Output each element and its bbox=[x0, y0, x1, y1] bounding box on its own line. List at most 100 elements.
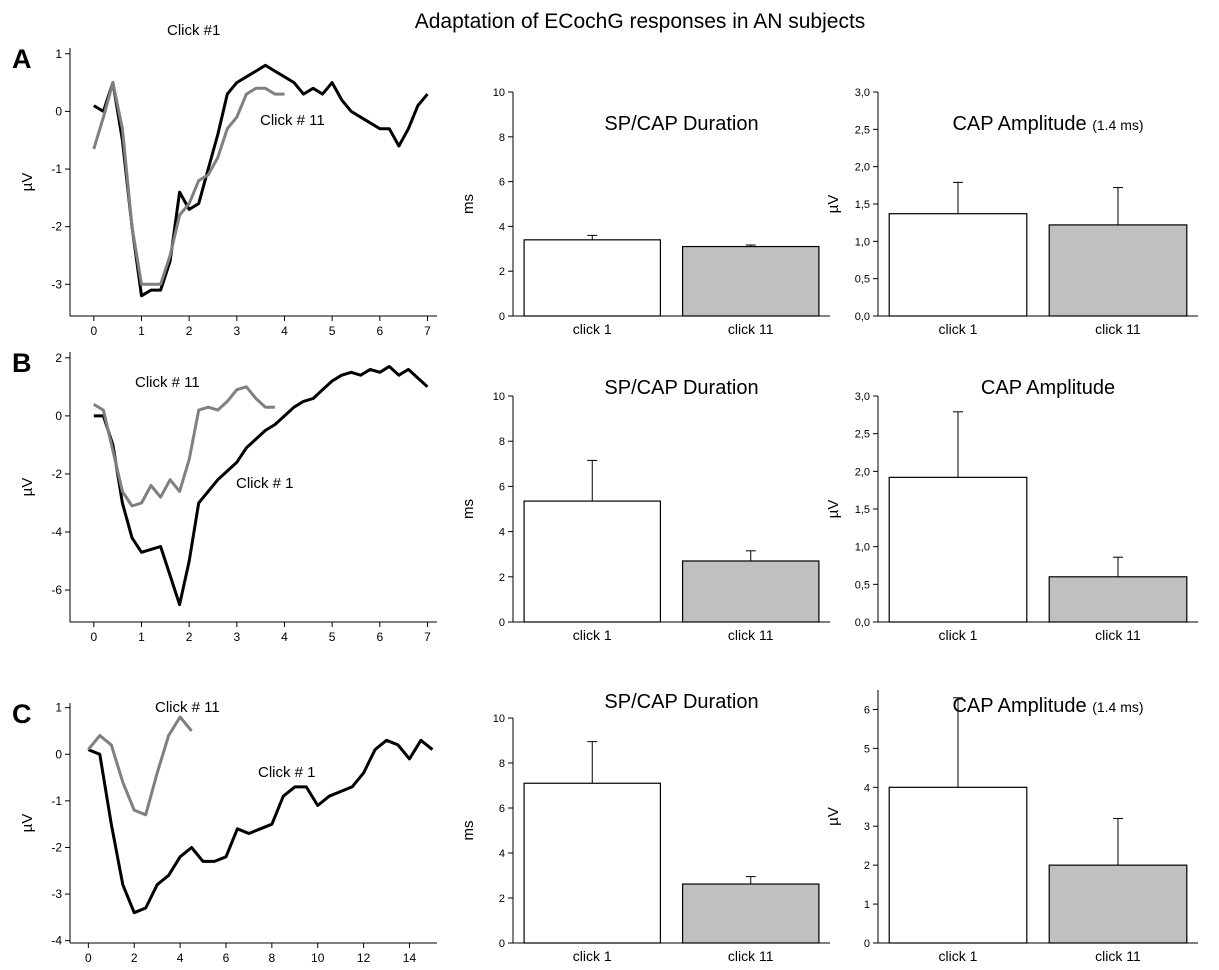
x-tick-label: click 1 bbox=[573, 627, 612, 643]
chart-title: SP/CAP Duration bbox=[604, 377, 758, 399]
series-line bbox=[87, 715, 193, 817]
x-tick-label: 7 bbox=[424, 630, 431, 644]
series-line bbox=[93, 63, 429, 298]
x-tick-label: click 1 bbox=[939, 627, 978, 643]
y-tick-label: 2,5 bbox=[855, 429, 870, 441]
y-tick-label: -6 bbox=[51, 583, 62, 597]
y-tick-label: 4 bbox=[499, 527, 505, 539]
y-axis-label: µV bbox=[19, 173, 36, 192]
y-tick-label: 10 bbox=[493, 87, 505, 99]
title-text: CAP Amplitude bbox=[952, 695, 1086, 717]
panel-letter: B bbox=[12, 348, 32, 378]
y-tick-label: 0 bbox=[55, 409, 62, 423]
x-tick-label: 6 bbox=[376, 324, 383, 338]
y-tick-label: 0 bbox=[55, 104, 62, 118]
panel: -3 -2 -1 0 1 µV A 0 1 2 3 4 5 6 7 Click #1 Click # 11 bbox=[12, 22, 437, 338]
x-tick-label: 7 bbox=[424, 324, 431, 338]
x-tick-label: click 11 bbox=[728, 948, 774, 964]
x-tick-label: click 1 bbox=[573, 948, 612, 964]
series-label: Click # 11 bbox=[155, 699, 220, 716]
y-tick-label: 2,0 bbox=[855, 466, 870, 478]
x-tick-label: click 1 bbox=[939, 321, 978, 337]
y-tick-label: -4 bbox=[51, 525, 62, 539]
panel: 0,0 0,5 1,0 1,5 2,0 2,5 3,0 µV CAP Amplitude (1.… bbox=[825, 87, 1198, 337]
y-axis-label: ms bbox=[460, 821, 477, 841]
bar bbox=[523, 782, 662, 944]
x-tick-label: 0 bbox=[90, 630, 97, 644]
title-text: CAP Amplitude bbox=[981, 377, 1115, 399]
title-text: SP/CAP Duration bbox=[604, 377, 758, 399]
y-tick-label: 4 bbox=[864, 782, 870, 794]
y-tick-label: 2 bbox=[499, 266, 505, 278]
y-tick-label: 0,0 bbox=[855, 311, 870, 323]
chart-title: SP/CAP Duration bbox=[604, 113, 758, 135]
x-tick-label: 14 bbox=[403, 951, 417, 965]
y-tick-label: -2 bbox=[51, 467, 62, 481]
title-note: (1.4 ms) bbox=[1092, 699, 1143, 715]
y-tick-label: 4 bbox=[499, 848, 505, 860]
y-tick-label: 3,0 bbox=[855, 87, 870, 99]
y-tick-label: 1,5 bbox=[855, 504, 870, 516]
y-tick-label: -3 bbox=[51, 887, 62, 901]
y-axis-label: µV bbox=[825, 807, 842, 826]
y-axis-label: ms bbox=[460, 499, 477, 519]
bar bbox=[888, 786, 1028, 944]
bar bbox=[1048, 576, 1188, 623]
y-axis-label: µV bbox=[825, 500, 842, 519]
y-tick-label: 2,5 bbox=[855, 124, 870, 136]
y-tick-label: 8 bbox=[499, 436, 505, 448]
x-tick-label: click 1 bbox=[939, 948, 978, 964]
x-tick-label: 1 bbox=[138, 324, 145, 338]
series-line bbox=[87, 738, 434, 915]
bar bbox=[681, 245, 820, 317]
series-label: Click # 11 bbox=[135, 374, 200, 391]
y-tick-label: 2,0 bbox=[855, 162, 870, 174]
x-tick-label: 12 bbox=[357, 951, 371, 965]
chart-title: CAP Amplitude bbox=[981, 377, 1115, 399]
panel: 0,0 0,5 1,0 1,5 2,0 2,5 3,0 µV CAP Amplitude clic… bbox=[825, 377, 1198, 643]
y-tick-label: 4 bbox=[499, 221, 505, 233]
chart-title: CAP Amplitude (1.4 ms) bbox=[952, 695, 1143, 717]
figure-title: Adaptation of ECochG responses in AN sub… bbox=[415, 10, 866, 33]
bar bbox=[1048, 224, 1188, 317]
y-tick-label: 6 bbox=[499, 481, 505, 493]
y-axis-label: µV bbox=[19, 478, 36, 497]
bar bbox=[681, 560, 820, 623]
x-tick-label: click 1 bbox=[573, 321, 612, 337]
y-tick-label: 1,0 bbox=[855, 236, 870, 248]
bar bbox=[888, 213, 1028, 317]
y-tick-label: -2 bbox=[51, 840, 62, 854]
y-tick-label: 1 bbox=[55, 47, 62, 61]
y-tick-label: 0 bbox=[499, 617, 505, 629]
x-tick-label: 8 bbox=[269, 951, 276, 965]
y-tick-label: -1 bbox=[51, 162, 62, 176]
y-tick-label: 2 bbox=[55, 351, 62, 365]
x-tick-label: 3 bbox=[233, 324, 240, 338]
title-note: (1.4 ms) bbox=[1092, 117, 1143, 133]
y-tick-label: 1 bbox=[55, 701, 62, 715]
series-line bbox=[92, 81, 285, 286]
x-tick-label: click 11 bbox=[728, 627, 774, 643]
x-tick-label: 4 bbox=[177, 951, 184, 965]
chart-title: SP/CAP Duration bbox=[604, 691, 758, 713]
panel: 0 2 4 6 8 10 ms SP/CAP Duration click 1 click 11 bbox=[460, 377, 830, 643]
y-tick-label: 0 bbox=[499, 311, 505, 323]
x-tick-label: 0 bbox=[90, 324, 97, 338]
y-tick-label: 10 bbox=[493, 391, 505, 403]
x-tick-label: 2 bbox=[131, 951, 138, 965]
panel-letter: A bbox=[12, 44, 32, 74]
y-tick-label: 1,5 bbox=[855, 199, 870, 211]
y-tick-label: 6 bbox=[499, 177, 505, 189]
y-tick-label: 2 bbox=[864, 860, 870, 872]
x-tick-label: click 11 bbox=[1095, 948, 1141, 964]
y-tick-label: 1 bbox=[864, 899, 870, 911]
y-tick-label: 0 bbox=[55, 747, 62, 761]
x-tick-label: click 11 bbox=[728, 321, 774, 337]
y-tick-label: -4 bbox=[51, 934, 62, 948]
x-tick-label: click 11 bbox=[1095, 627, 1141, 643]
x-tick-label: 4 bbox=[281, 324, 288, 338]
x-tick-label: 0 bbox=[85, 951, 92, 965]
chart-title: CAP Amplitude (1.4 ms) bbox=[952, 113, 1143, 135]
y-axis-label: µV bbox=[825, 195, 842, 214]
